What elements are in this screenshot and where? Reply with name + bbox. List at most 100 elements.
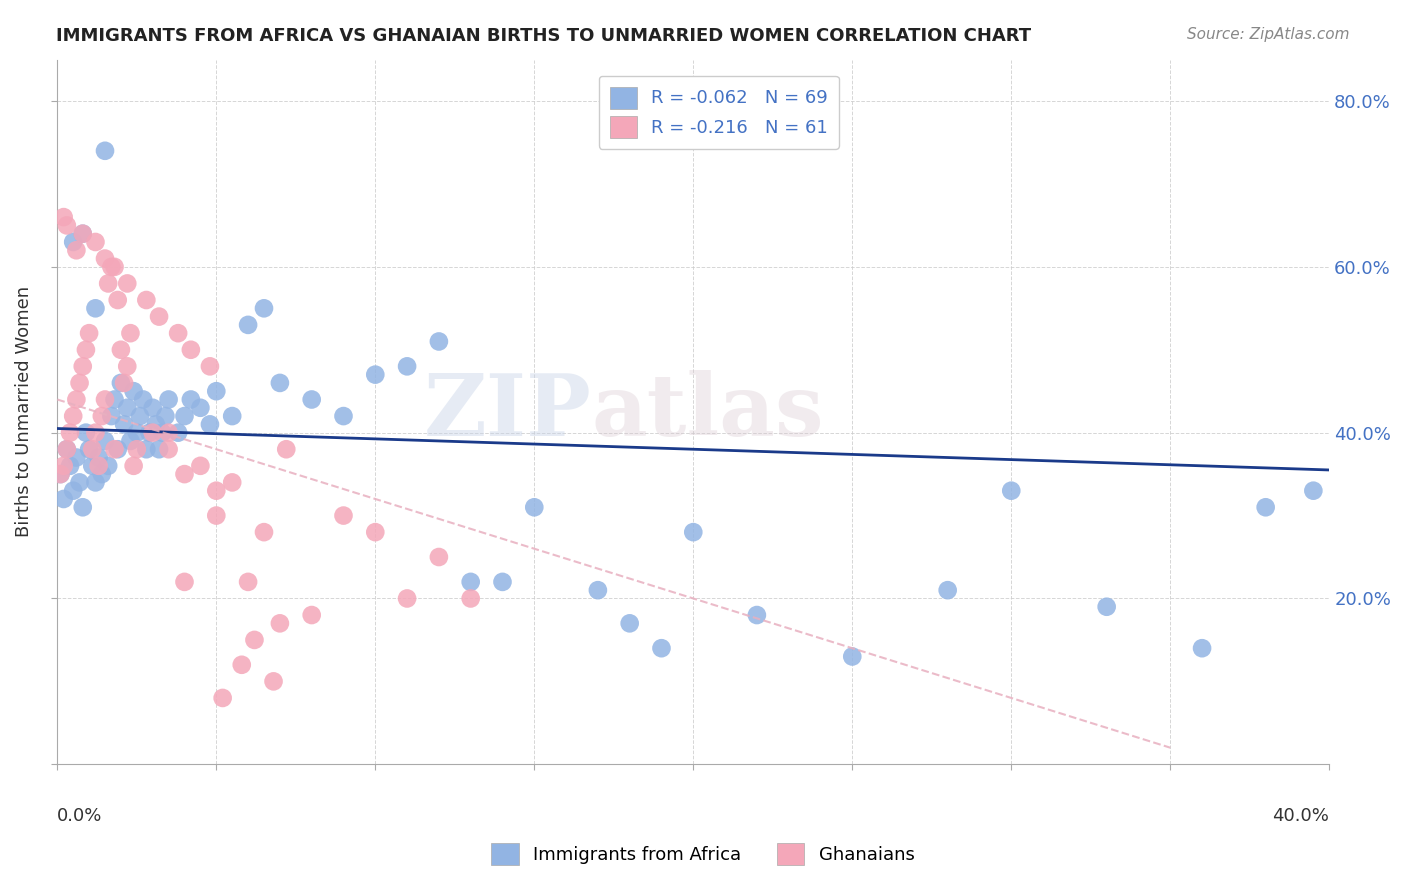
Point [120, 434, 142, 448]
Point [59, 425, 82, 440]
Point [72, 227, 94, 241]
Point [52, 491, 75, 506]
Point [62, 483, 84, 498]
Text: atlas: atlas [592, 370, 824, 454]
Text: 40.0%: 40.0% [1272, 806, 1329, 824]
Point [276, 442, 298, 457]
Point [236, 318, 259, 332]
Point [56, 219, 79, 233]
Point [100, 409, 122, 423]
Point [221, 475, 243, 490]
Point [396, 359, 419, 374]
Point [56, 442, 79, 457]
Point [198, 359, 221, 374]
Point [1302, 483, 1324, 498]
Point [745, 608, 768, 623]
Point [332, 409, 354, 423]
Point [173, 409, 195, 423]
Point [122, 384, 145, 399]
Point [72, 500, 94, 515]
Point [523, 500, 546, 515]
Point [82, 458, 104, 473]
Point [65, 392, 87, 407]
Point [72, 227, 94, 241]
Point [52, 210, 75, 224]
Point [157, 425, 180, 440]
Point [117, 359, 139, 374]
Point [243, 632, 266, 647]
Point [49, 467, 72, 482]
Point [190, 401, 212, 415]
Point [619, 616, 641, 631]
Point [138, 425, 160, 440]
Point [135, 442, 157, 457]
Point [145, 417, 167, 432]
Text: IMMIGRANTS FROM AFRICA VS GHANAIAN BIRTHS TO UNMARRIED WOMEN CORRELATION CHART: IMMIGRANTS FROM AFRICA VS GHANAIAN BIRTH… [56, 27, 1032, 45]
Point [155, 409, 177, 423]
Point [129, 409, 152, 423]
Point [97, 277, 120, 291]
Point [56, 442, 79, 457]
Point [173, 574, 195, 589]
Point [75, 343, 97, 357]
Point [87, 450, 110, 465]
Point [650, 641, 672, 656]
Point [205, 483, 228, 498]
Point [100, 260, 122, 274]
Point [221, 409, 243, 423]
Point [84, 475, 107, 490]
Point [69, 475, 91, 490]
Point [87, 458, 110, 473]
Legend: Immigrants from Africa, Ghanaians: Immigrants from Africa, Ghanaians [482, 834, 924, 874]
Point [301, 608, 323, 623]
Point [460, 574, 482, 589]
Point [148, 442, 170, 457]
Point [90, 467, 112, 482]
Point [125, 442, 148, 457]
Point [132, 392, 155, 407]
Point [253, 525, 276, 540]
Point [148, 310, 170, 324]
Point [396, 591, 419, 606]
Point [112, 376, 135, 390]
Point [1095, 599, 1118, 614]
Point [52, 458, 75, 473]
Point [103, 392, 125, 407]
Point [253, 301, 276, 316]
Point [125, 425, 148, 440]
Point [107, 293, 129, 307]
Point [1191, 641, 1213, 656]
Point [94, 392, 117, 407]
Point [173, 467, 195, 482]
Point [62, 235, 84, 249]
Point [491, 574, 513, 589]
Point [49, 467, 72, 482]
Point [211, 690, 233, 705]
Point [82, 442, 104, 457]
Point [84, 235, 107, 249]
Point [94, 434, 117, 448]
Point [122, 458, 145, 473]
Text: Source: ZipAtlas.com: Source: ZipAtlas.com [1187, 27, 1350, 42]
Point [72, 359, 94, 374]
Point [236, 574, 259, 589]
Point [269, 616, 291, 631]
Point [135, 293, 157, 307]
Point [157, 442, 180, 457]
Point [936, 583, 959, 598]
Point [180, 392, 202, 407]
Point [77, 326, 100, 341]
Point [1254, 500, 1277, 515]
Point [427, 549, 450, 564]
Point [77, 442, 100, 457]
Point [841, 649, 863, 664]
Point [112, 417, 135, 432]
Point [103, 442, 125, 457]
Point [142, 401, 165, 415]
Text: ZIP: ZIP [423, 370, 592, 454]
Point [586, 583, 609, 598]
Legend: R = -0.062   N = 69, R = -0.216   N = 61: R = -0.062 N = 69, R = -0.216 N = 61 [599, 76, 839, 149]
Point [1000, 483, 1022, 498]
Point [269, 376, 291, 390]
Point [167, 326, 190, 341]
